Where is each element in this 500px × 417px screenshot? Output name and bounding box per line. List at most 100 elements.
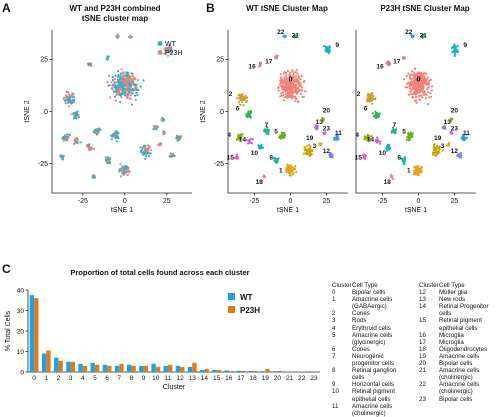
y-tick-label: 25 [216,57,224,64]
bar-x-tick-label: 11 [165,375,172,382]
tsne-point [141,148,144,151]
cell-type: (cholinergic) [352,409,386,417]
tsne-point [294,78,297,82]
tsne-point [387,148,390,151]
y-tick-label: 0 [44,109,48,116]
bar-p23h-18 [253,370,258,372]
tsne-point [152,128,155,131]
tsne-point [449,117,452,120]
tsne-point [300,75,303,78]
tsne-point [96,129,100,132]
tsne-point [433,152,436,155]
tsne-point [237,101,241,104]
bar-y-tick-label: 40 [17,287,25,294]
bar-p23h-8 [131,365,136,372]
bar-x-tick-label: 13 [189,375,197,382]
cluster-label-12: 12 [323,148,331,155]
tsne-point [377,140,380,143]
tsne-point [294,96,297,99]
tsne-point [141,146,144,149]
cell-type: Cones [352,345,370,353]
tsne-point [282,72,285,75]
tsne-point [386,146,389,149]
cluster-number: 14 [419,303,426,311]
tsne-point [430,89,433,92]
tsne-point [71,92,74,95]
tsne-point [127,90,130,93]
tsne-point [290,170,293,173]
tsne-point [411,92,414,95]
tsne-point [286,96,289,99]
cluster-number: 8 [332,367,336,375]
cluster-row-7: 7 Neurogenic [332,353,416,360]
cell-type: New rods [439,296,466,304]
tsne-point [425,82,428,85]
tsne-point [73,100,76,103]
cluster-number: 9 [332,381,336,389]
x-tick-label: 0 [288,198,292,205]
cluster-label-0: 0 [416,74,420,83]
tsne-point [277,86,280,89]
tsne-point [283,134,287,137]
cluster-label-22: 22 [277,29,285,36]
tsne-point [378,112,381,115]
tsne-point [119,88,123,91]
tsne-point [325,47,328,51]
tsne-point [368,99,371,102]
bar-wt-10 [151,363,156,372]
tsne-point [418,86,421,89]
tsne-point [277,89,280,92]
cluster-label-10: 10 [379,150,387,157]
cluster-number: 21 [419,367,426,375]
tsne-point [321,120,324,123]
cluster-row-7-cont: progenitor cells [332,360,416,367]
cell-type: epithelial cells [439,324,478,332]
tsne-point [290,174,293,177]
cluster-label-17: 17 [265,58,273,65]
tsne-point [279,82,282,85]
tsne-point [122,79,125,82]
tsne-point [248,113,251,116]
tsne-point [247,142,250,145]
tsne-point [121,91,124,94]
tsne-point [140,151,143,154]
tsne-point [299,92,302,95]
bar-y-axis-label: % Total Cells [5,310,12,351]
tsne-point [291,69,294,72]
tsne-point [429,92,432,95]
tsne-point [375,117,378,120]
tsne-point [289,87,292,91]
tsne-point [126,88,129,91]
cell-type: cells [439,310,452,318]
bar-x-tick-label: 20 [274,375,282,382]
tsne-point [301,96,304,99]
tsne-point [129,94,132,97]
bar-wt-9 [139,365,144,372]
cluster-row-11-cont: (cholinergic) [332,410,416,417]
tsne-point [250,111,253,114]
tsne-point [110,138,113,141]
tsne-point [405,74,408,78]
cell-type: Erythroid cells [352,324,391,332]
tsne-point [303,149,306,152]
tsne-point [378,142,381,145]
bar-x-tick-label: 14 [201,375,209,382]
tsne-point [121,170,124,173]
bar-p23h-21 [289,371,294,372]
tsne-point [413,90,416,93]
bar-legend-label-wt: WT [240,293,253,302]
tsne-point [237,138,240,141]
cluster-label-3: 3 [313,143,317,150]
bar-x-tick-label: 17 [237,375,245,382]
bar-x-tick-label: 4 [81,375,85,382]
tsne-point [247,111,250,114]
cluster-label-5: 5 [274,129,278,136]
cluster-label-2: 2 [229,91,233,98]
bar-p23h-17 [240,370,246,372]
tsne-point [121,88,125,91]
cluster-row-15: 15 Retinal pigment [419,317,500,324]
tsne-point [407,136,411,139]
cluster-label-20: 20 [451,107,459,114]
tsne-point [370,135,373,138]
tsne-point [328,45,331,48]
